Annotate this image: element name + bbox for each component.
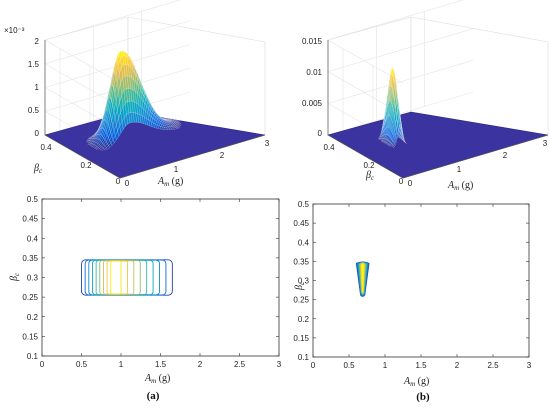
b2d-xtick: 2.5: [487, 361, 499, 370]
b2d-xtick: 3: [527, 361, 532, 370]
b3d-surface-patch: [404, 141, 407, 144]
b2d-ytick: 0.3: [298, 277, 310, 286]
b2d-contour-lines: [355, 261, 370, 297]
a3d-surface-patch: [176, 125, 181, 128]
b3d-xlabel: Am (g): [447, 180, 473, 192]
a3d-surface-patch: [175, 127, 180, 130]
a3d-surface-patch: [177, 122, 182, 125]
a2d-xtick-labels: 0 0.5 1 1.5 2 2.5 3: [40, 360, 282, 369]
a3d-ylabel: βc: [33, 163, 43, 175]
a2d-xtick: 3: [277, 360, 282, 369]
a3d-ytick: 0: [116, 177, 121, 186]
b3d-ztick: 0: [318, 129, 323, 138]
a2d-xtick: 1.5: [155, 360, 167, 369]
a2d-ytick: 0.1: [27, 352, 39, 361]
b2d-xtick: 0.5: [343, 361, 355, 370]
a3d-surface-patch: [177, 124, 182, 127]
a2d-xlabel: Am (g): [144, 373, 170, 385]
b3d-xtick: 0: [408, 179, 413, 188]
a3d-xtick: 1: [174, 165, 179, 174]
b2d-xtick-labels: 0 0.5 1 1.5 2 2.5 3: [311, 361, 532, 370]
b2d-xlabel: Am (g): [403, 376, 429, 388]
b2d-ytick: 0.15: [293, 334, 309, 343]
b3d-ytick: 0: [399, 177, 404, 186]
caption-b: (b): [416, 391, 430, 403]
panel-a-surface: ×10⁻³ 2 1.5 1 0.5 0 0.4 0.2 0 0 1 2 3 Am…: [4, 0, 270, 188]
b2d-ytick: 0.45: [293, 219, 309, 228]
a2d-xtick: 2: [198, 360, 203, 369]
b2d-xtick: 1: [383, 361, 388, 370]
a2d-xtick: 1: [119, 360, 124, 369]
a3d-xtick: 0: [125, 179, 130, 188]
a2d-tick-marks: [41, 198, 280, 357]
a2d-ylabel: βc: [9, 272, 21, 282]
a3d-ytick: 0.4: [40, 143, 52, 152]
caption-a: (a): [147, 390, 160, 402]
b3d-ztick: 0.005: [302, 99, 323, 108]
b2d-plot-frame: [312, 203, 530, 358]
b2d-ytick: 0.25: [293, 296, 309, 305]
a2d-ytick: 0.15: [22, 332, 38, 341]
a2d-contour-lines: [81, 259, 173, 296]
b2d-ytick: 0.4: [298, 238, 310, 247]
b2d-ylabel: βc: [294, 281, 306, 291]
a3d-surface-patch: [175, 120, 181, 122]
a2d-ytick: 0.45: [22, 215, 38, 224]
b2d-tick-marks: [312, 203, 530, 358]
b2d-xtick: 2: [455, 361, 460, 370]
b3d-ytick: 0.2: [363, 161, 375, 170]
b2d-xtick: 0: [311, 361, 316, 370]
a3d-ztick: 1.5: [28, 60, 40, 69]
a3d-xtick: 3: [265, 139, 270, 148]
b3d-xtick: 2: [503, 151, 508, 160]
a3d-ztick: 1: [35, 83, 40, 92]
a2d-ytick: 0.5: [27, 195, 39, 204]
a3d-ztick: 0.5: [28, 106, 40, 115]
a3d-surface-mesh: [85, 50, 182, 151]
panel-b-contour: 0.1 0.15 0.2 0.25 0.3 0.35 0.4 0.45 0.5 …: [293, 200, 531, 388]
a3d-ytick: 0.2: [80, 161, 92, 170]
a3d-x-axis: [119, 134, 266, 179]
a3d-z-exponent: ×10⁻³: [4, 26, 25, 35]
a2d-xtick: 2.5: [234, 360, 246, 369]
b3d-ytick: 0.4: [323, 143, 335, 152]
b3d-x-axis: [402, 134, 549, 179]
a3d-xlabel: Am (g): [157, 176, 183, 188]
b3d-y-axis: [327, 134, 404, 179]
b2d-contour-level: [361, 262, 365, 293]
b2d-ytick-labels: 0.1 0.15 0.2 0.25 0.3 0.35 0.4 0.45 0.5: [293, 200, 309, 362]
b3d-xtick: 3: [543, 139, 548, 148]
b2d-ytick: 0.5: [298, 200, 310, 209]
b3d-surface-mesh: [377, 67, 407, 148]
a2d-ytick: 0.25: [22, 293, 38, 302]
b2d-ytick: 0.35: [293, 257, 309, 266]
a3d-xtick: 2: [220, 151, 225, 160]
b2d-ytick: 0.1: [298, 353, 310, 362]
a2d-ytick: 0.3: [27, 274, 39, 283]
panel-b-surface: 0.015 0.01 0.005 0 0.4 0.2 0 0 1 2 3 Am …: [302, 0, 549, 192]
b3d-ztick: 0.01: [306, 68, 322, 77]
a3d-y-axis: [44, 134, 121, 179]
b2d-xtick: 1.5: [415, 361, 427, 370]
b3d-xtick: 1: [457, 165, 462, 174]
a2d-plot-frame: [41, 198, 280, 357]
a2d-ytick: 0.35: [22, 254, 38, 263]
a2d-contour-level: [110, 260, 122, 295]
a2d-xtick: 0.5: [76, 360, 88, 369]
a3d-ztick: 2: [35, 37, 40, 46]
a2d-ytick-labels: 0.1 0.15 0.2 0.25 0.3 0.35 0.4 0.45 0.5: [22, 195, 38, 361]
a2d-ytick: 0.2: [27, 313, 39, 322]
b3d-ylabel: βc: [365, 170, 375, 182]
a3d-ztick: 0: [35, 129, 40, 138]
b2d-ytick: 0.2: [298, 315, 310, 324]
b3d-ztick: 0.015: [302, 37, 323, 46]
a2d-ytick: 0.4: [27, 234, 39, 243]
panel-a-contour: 0.1 0.15 0.2 0.25 0.3 0.35 0.4 0.45 0.5 …: [9, 195, 282, 385]
a2d-xtick: 0: [40, 360, 45, 369]
